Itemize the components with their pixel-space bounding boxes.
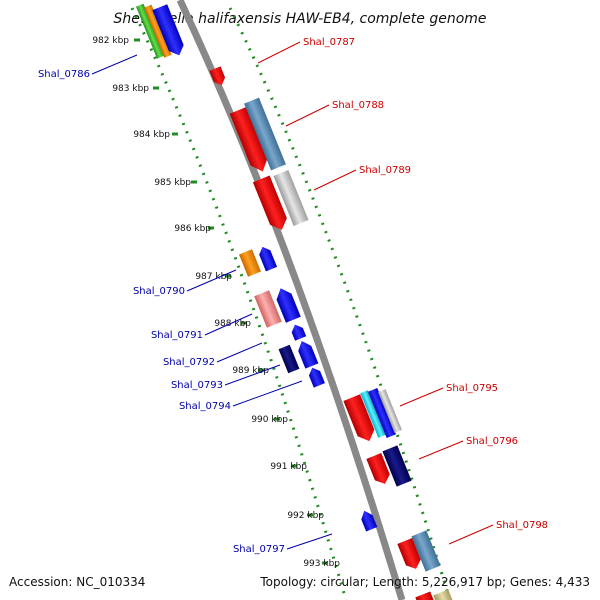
gene-shal-0787[interactable] [209, 66, 227, 87]
gene-shal-0793[interactable] [278, 344, 300, 374]
label-shal-0792[interactable]: Shal_0792 [163, 357, 215, 368]
tick-label: 988 kbp [214, 319, 251, 329]
label-shal-0796[interactable]: Shal_0796 [466, 436, 518, 447]
gene-bottom-khaki[interactable] [433, 589, 453, 600]
map-title: Shewanella halifaxensis HAW-EB4, complet… [113, 11, 486, 27]
tick-label: 992 kbp [287, 511, 324, 521]
gene-shal-0789-red[interactable] [252, 175, 290, 234]
gene-shal-0791[interactable] [254, 290, 282, 328]
gene-blue-0791b[interactable] [273, 285, 301, 323]
gene-shal-0796[interactable] [382, 445, 412, 487]
gene-shal-0798[interactable] [411, 530, 441, 572]
forward-leaders [257, 41, 494, 545]
tick-label: 986 kbp [174, 224, 211, 234]
tick-label: 990 kbp [251, 415, 288, 425]
tick-label: 982 kbp [92, 36, 129, 46]
label-shal-0793[interactable]: Shal_0793 [171, 380, 223, 391]
tick-label: 993 kbp [303, 559, 340, 569]
reverse-leaders [91, 54, 333, 550]
gene-shal-0792[interactable] [289, 322, 307, 341]
label-shal-0790[interactable]: Shal_0790 [133, 286, 185, 297]
label-shal-0788[interactable]: Shal_0788 [332, 100, 384, 111]
label-shal-0787[interactable]: Shal_0787 [303, 37, 355, 48]
gene-blue-0793b[interactable] [295, 338, 319, 369]
gene-shal-0790[interactable] [239, 249, 261, 277]
gene-shal-0795[interactable] [367, 387, 397, 439]
gene-shal-0798-red[interactable] [397, 538, 423, 572]
gene-shal-0795-red[interactable] [343, 394, 377, 444]
gene-shal-0797[interactable] [359, 508, 378, 532]
gene-shal-0795-grey[interactable] [378, 389, 402, 433]
kbp-ticks [134, 38, 328, 565]
gene-shal-0789[interactable] [273, 169, 309, 227]
genome-backbone [176, 0, 406, 600]
accession-text: Accession: NC_010334 [9, 575, 145, 589]
gene-shal-0796-red[interactable] [366, 453, 392, 487]
tick-label: 984 kbp [133, 130, 170, 140]
label-shal-0797[interactable]: Shal_0797 [233, 544, 285, 555]
label-shal-0791[interactable]: Shal_0791 [151, 330, 203, 341]
tick-label: 985 kbp [154, 178, 191, 188]
tick-label: 989 kbp [232, 366, 269, 376]
gene-shal-0794[interactable] [307, 365, 325, 388]
gene-shal-0795-cyan[interactable] [360, 390, 386, 438]
gene-green[interactable] [136, 3, 165, 59]
gene-shal-0788[interactable] [244, 97, 286, 171]
gene-orange-0786[interactable] [144, 4, 172, 58]
label-shal-0795[interactable]: Shal_0795 [446, 383, 498, 394]
tick-label: 991 kbp [270, 462, 307, 472]
topology-text: Topology: circular; Length: 5,226,917 bp… [259, 575, 590, 589]
tick-label: 987 kbp [195, 272, 232, 282]
label-shal-0789[interactable]: Shal_0789 [359, 165, 411, 176]
gene-shal-0788-red[interactable] [229, 106, 271, 175]
tick-label: 983 kbp [112, 84, 149, 94]
label-shal-0786[interactable]: Shal_0786 [38, 69, 90, 80]
gene-blue-0790b[interactable] [257, 245, 278, 272]
label-shal-0798[interactable]: Shal_0798 [496, 520, 548, 531]
gene-bottom-red[interactable] [415, 591, 435, 600]
label-shal-0794[interactable]: Shal_0794 [179, 401, 231, 412]
gene-shal-0786[interactable] [152, 4, 186, 58]
